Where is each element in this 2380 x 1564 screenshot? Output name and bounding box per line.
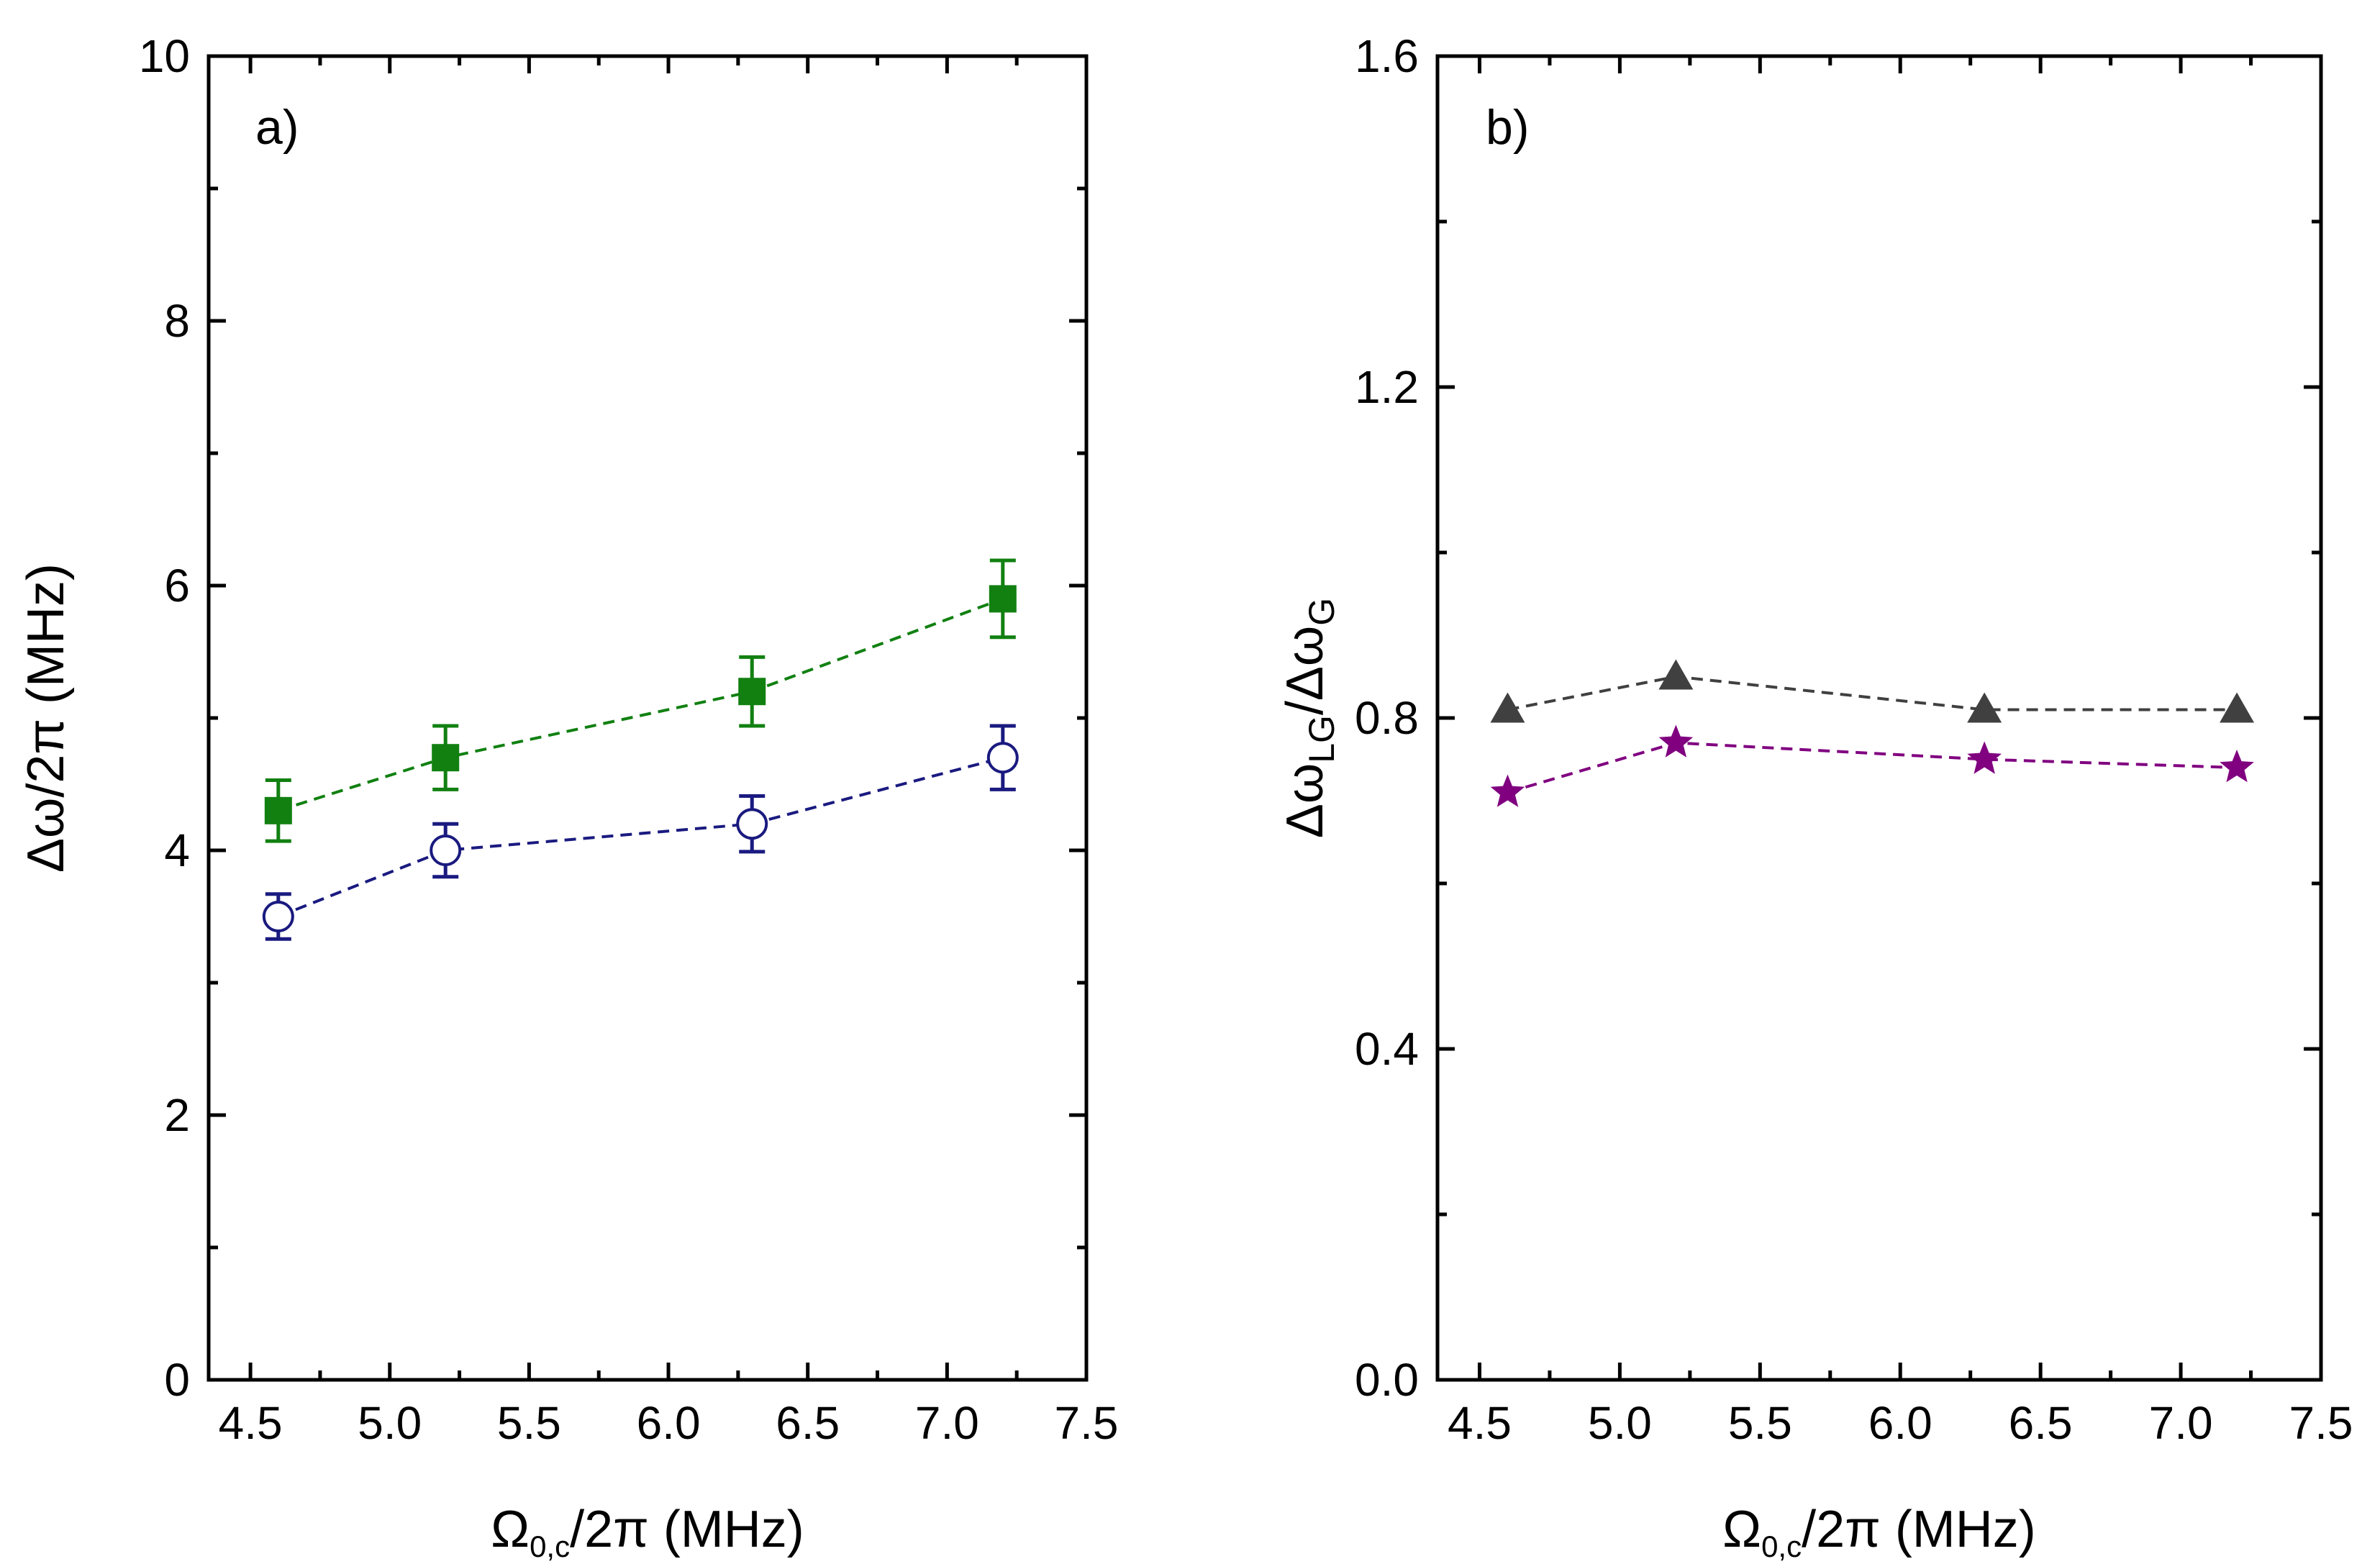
- panel-b: 4.5 5.0 5.5 6.0 6.5 7.0 7.50.00.40.81.21.6 b) …: [1276, 30, 2353, 1563]
- panel-b-y-tick-label: 0.4: [1355, 1023, 1419, 1075]
- panel-b-series-1: [1490, 724, 2254, 807]
- panel-a-series-line: [278, 597, 1004, 812]
- panel-a-square-point: [989, 585, 1017, 613]
- panel-a-series: [262, 558, 1019, 941]
- panel-b-triangle-point: [1658, 659, 1694, 690]
- panel-a-circle-point: [986, 742, 1019, 774]
- panel-a-y-tick-label: 2: [164, 1089, 190, 1141]
- panel-b-series: [1490, 659, 2255, 807]
- panel-b-star-point: [1967, 741, 2002, 774]
- panel-b-y-tick-label: 0.8: [1355, 692, 1419, 744]
- panel-a-square-point: [264, 796, 292, 824]
- panel-b-x-axis-title: Ω0,c/2π (MHz): [1722, 1501, 2036, 1563]
- panel-b-y-tick-label: 0.0: [1355, 1354, 1419, 1406]
- panel-a-square-point: [432, 744, 460, 772]
- panel-a-circle-point: [430, 835, 462, 866]
- panel-b-y-axis-title: ΔωLG/ΔωG: [1276, 598, 1342, 838]
- panel-a-x-tick-label: 7.0: [915, 1397, 979, 1449]
- panel-a-y-tick-label: 4: [164, 824, 190, 876]
- panel-a-circle-point: [262, 901, 294, 932]
- panel-a-ticks: 4.5 5.0 5.5 6.0 6.5 7.0 7.5 0 2 4 6 8 10: [139, 30, 1119, 1449]
- panel-b-series-line: [1507, 675, 2237, 711]
- panel-b-y-tick-label: 1.2: [1355, 361, 1419, 413]
- panel-a-x-tick-label: 6.0: [637, 1397, 701, 1449]
- panel-a-series-0: [264, 558, 1017, 843]
- panel-b-star-point: [1658, 724, 1694, 758]
- panel-b-x-tick-label: 6.5: [2009, 1397, 2073, 1449]
- panel-a-circle-point: [736, 808, 768, 840]
- panel-b-x-tick-label: 7.5: [2289, 1397, 2353, 1449]
- panel-a-x-tick-label: 5.0: [358, 1397, 422, 1449]
- panel-a-y-tick-label: 8: [164, 295, 190, 347]
- panel-a-y-tick-label: 0: [164, 1354, 190, 1406]
- panel-b-x-tick-label: 6.0: [1868, 1397, 1932, 1449]
- panel-a-y-tick-label: 10: [139, 30, 190, 82]
- panel-a-label: a): [255, 100, 299, 155]
- panel-a-x-tick-label: 6.5: [776, 1397, 840, 1449]
- panel-b-label: b): [1486, 100, 1529, 155]
- panel-b-y-tick-label: 1.6: [1355, 30, 1419, 82]
- panel-a-x-tick-label: 5.5: [497, 1397, 561, 1449]
- panel-b-series-0: [1490, 659, 2255, 723]
- panel-b-triangle-point: [1967, 692, 2002, 723]
- panel-b-ticks: 4.5 5.0 5.5 6.0 6.5 7.0 7.5 0.0 0.4 0.8 1.2 1.6: [1355, 30, 2353, 1449]
- panel-b-star-point: [2220, 750, 2254, 783]
- panel-b-x-tick-label: 5.5: [1728, 1397, 1792, 1449]
- panel-b-x-tick-label: 7.0: [2149, 1397, 2213, 1449]
- panel-b-star-point: [1490, 774, 1525, 807]
- panel-b-x-tick-label: 4.5: [1448, 1397, 1512, 1449]
- panel-b-triangle-point: [1490, 692, 1525, 723]
- panel-a: 4.5 5.0 5.5 6.0 6.5 7.0 7.5 0 2 4 6 8 10 a) Ω0,c/2π …: [17, 30, 1118, 1563]
- panel-a-series-1: [262, 724, 1019, 941]
- panel-b-triangle-point: [2220, 692, 2255, 723]
- panel-a-x-tick-label: 4.5: [219, 1397, 283, 1449]
- panel-a-x-tick-label: 7.5: [1055, 1397, 1119, 1449]
- panel-b-x-tick-label: 5.0: [1588, 1397, 1652, 1449]
- panel-a-y-axis-title: Δω/2π (MHz): [17, 563, 75, 873]
- panel-a-x-axis-title: Ω0,c/2π (MHz): [491, 1501, 804, 1563]
- panel-a-square-point: [738, 678, 766, 706]
- panel-a-y-tick-label: 6: [164, 560, 190, 611]
